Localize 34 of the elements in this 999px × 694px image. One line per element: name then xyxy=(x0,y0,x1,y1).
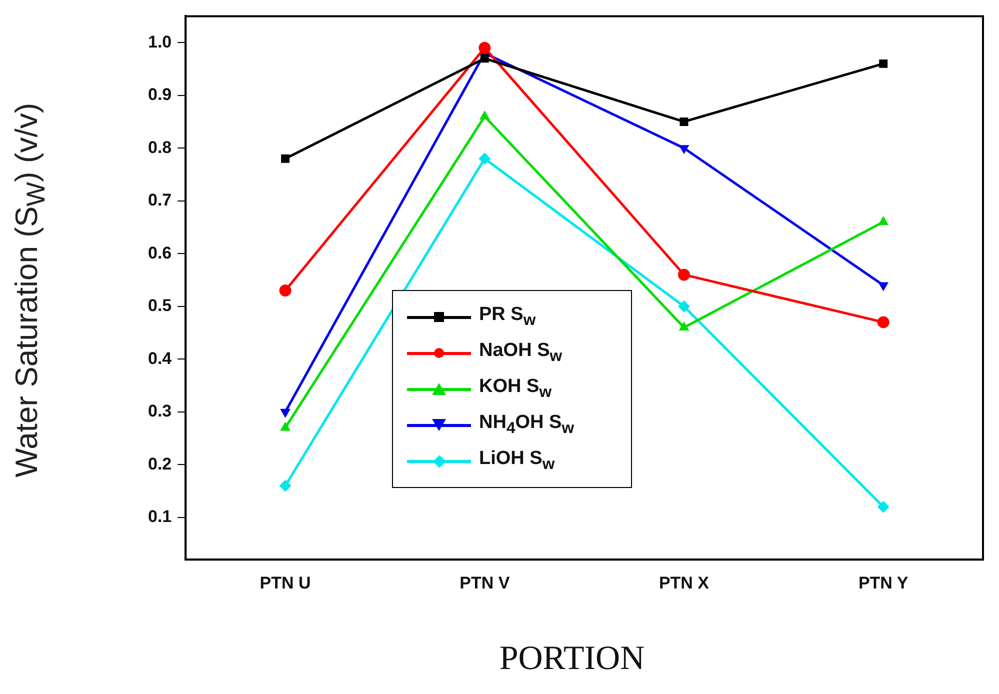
y-tick-label: 0.5 xyxy=(148,296,172,316)
x-tick-label: PTN V xyxy=(460,573,510,592)
point xyxy=(480,54,489,63)
y-tick-label: 0.2 xyxy=(148,454,172,474)
point xyxy=(877,316,890,328)
legend-label: NH$_{4}$OH S$_{w}$ xyxy=(479,412,574,438)
y-tick-label: 1.0 xyxy=(148,32,172,52)
point xyxy=(280,408,290,418)
legend-label: NaOH S$_{w}$ xyxy=(479,340,562,366)
point xyxy=(678,268,690,281)
y-tick-label: 0.1 xyxy=(148,507,172,526)
point xyxy=(879,59,888,68)
legend-label: PR S$_{w}$ xyxy=(479,304,536,330)
y-tick-label: 0.3 xyxy=(148,402,172,421)
legend-label: KOH S$_{w}$ xyxy=(479,376,552,402)
point xyxy=(279,284,292,297)
y-tick-label: 0.9 xyxy=(148,85,172,104)
y-tick-label: 0.4 xyxy=(148,348,172,368)
point xyxy=(478,42,491,54)
x-axis-title: PORTION xyxy=(498,640,646,678)
point xyxy=(680,117,688,126)
point xyxy=(478,152,491,165)
y-tick-label: 0.7 xyxy=(148,190,172,210)
point xyxy=(877,500,890,513)
x-tick-label: PTN Y xyxy=(858,573,909,592)
point xyxy=(280,422,290,431)
y-tick-label: 0.6 xyxy=(148,243,172,262)
x-tick-label: PTN U xyxy=(260,573,311,592)
x-tick-label: PTN X xyxy=(658,573,710,592)
legend-label: LiOH S$_{w}$ xyxy=(479,448,555,474)
point xyxy=(281,154,290,163)
y-tick-label: 0.8 xyxy=(148,138,172,157)
point xyxy=(279,480,292,492)
point xyxy=(678,300,690,312)
